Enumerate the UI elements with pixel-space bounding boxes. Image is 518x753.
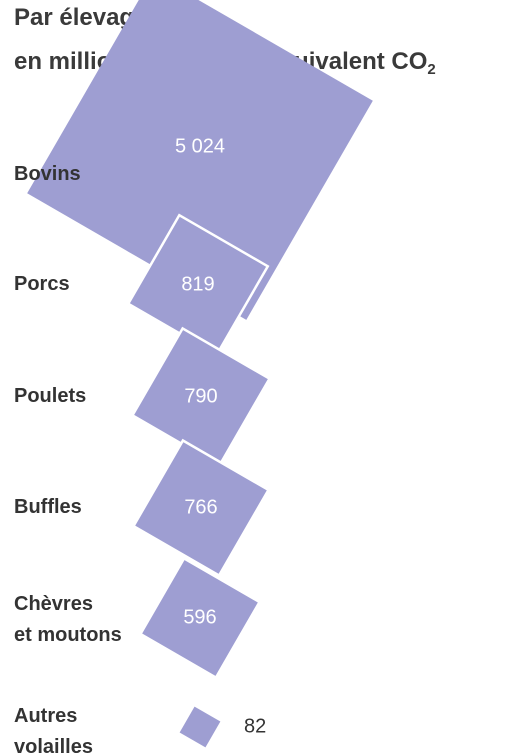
value-label-autres-volailles: 82 — [244, 715, 266, 737]
value-label-bovins: 5 024 — [175, 135, 225, 157]
value-label-buffles: 766 — [184, 496, 217, 518]
value-label-poulets: 790 — [184, 385, 217, 407]
category-label-buffles: Buffles — [14, 496, 82, 518]
square-autres-volailles — [176, 703, 224, 751]
square-poulets — [130, 326, 272, 468]
square-porcs — [126, 213, 270, 357]
category-label-porcs: Porcs — [14, 273, 70, 295]
value-label-porcs: 819 — [181, 273, 214, 295]
category-label-chèvres-et-moutons: Chèvres et moutons — [14, 593, 122, 646]
value-label-chèvres-et-moutons: 596 — [183, 606, 216, 628]
chart-title-subscript: 2 — [427, 61, 436, 78]
square-bovins — [27, 0, 373, 320]
square-buffles — [131, 438, 271, 578]
category-label-poulets: Poulets — [14, 385, 86, 407]
square-chèvres-et-moutons — [138, 556, 262, 680]
category-label-bovins: Bovins — [14, 163, 81, 185]
category-label-autres-volailles: Autres volailles — [14, 705, 93, 753]
